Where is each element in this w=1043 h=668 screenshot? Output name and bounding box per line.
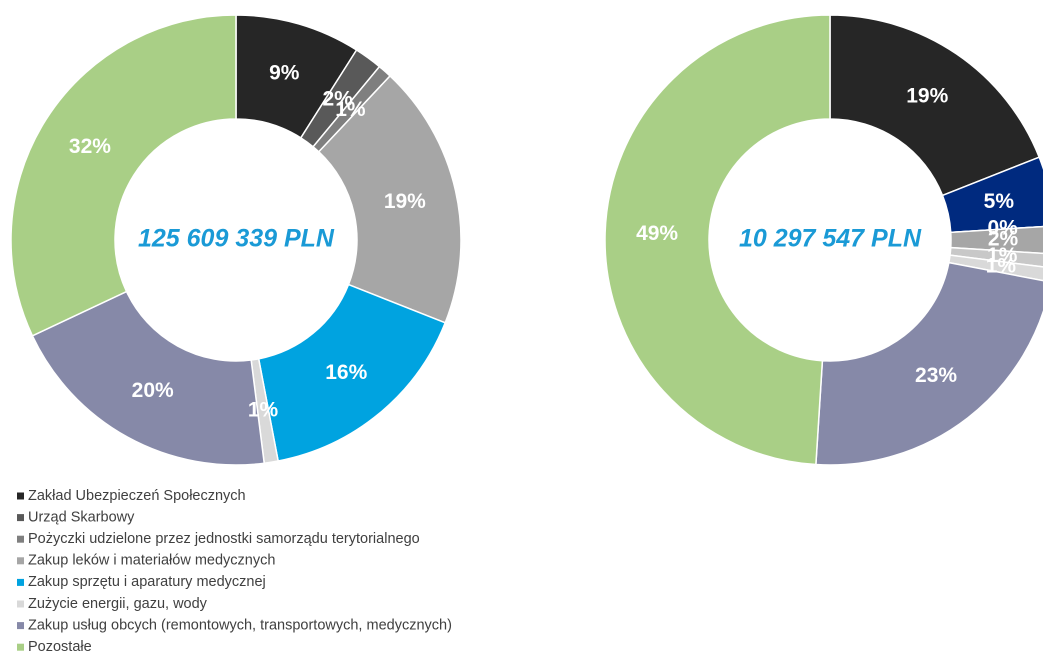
data-label: 1% (986, 255, 1017, 278)
legend-label: Pożyczki udzielone przez jednostki samor… (28, 531, 420, 547)
data-label: 49% (636, 222, 678, 245)
donut-slice (815, 261, 1043, 466)
legend-swatch (17, 622, 24, 630)
donut-slice (604, 14, 831, 466)
legend-swatch (17, 492, 24, 500)
legend-label: Zakup leków i materiałów medycznych (28, 553, 275, 569)
data-label: 19% (384, 190, 426, 213)
legend-swatch (17, 643, 24, 651)
data-label: 20% (132, 379, 174, 402)
data-label: 1% (335, 98, 366, 121)
donut-slice (829, 14, 1041, 197)
data-label: 2% (323, 88, 354, 111)
legend-label: Pozostałe (28, 639, 92, 655)
donut-slice (257, 283, 447, 462)
legend-label: Zakład Ubezpieczeń Społecznych (28, 488, 246, 504)
data-label: 16% (325, 361, 367, 384)
legend-swatch (17, 514, 24, 522)
data-label: 23% (915, 364, 957, 387)
legend-label: Zakup usług obcych (remontowych, transpo… (28, 617, 452, 633)
legend-swatch (17, 578, 24, 586)
legend-label: Zakup sprzętu i aparatury medycznej (28, 574, 266, 590)
center-label: 10 297 547 PLN (739, 225, 922, 253)
donut-slice (10, 14, 237, 337)
legend-swatch (17, 600, 24, 608)
data-label: 5% (984, 190, 1015, 213)
data-label: 9% (269, 61, 300, 84)
data-label: 2% (988, 228, 1019, 251)
donut-slice (317, 74, 462, 324)
legend-label: Zużycie energii, gazu, wody (28, 596, 208, 612)
donut-slice (31, 290, 266, 466)
data-label: 1% (248, 398, 279, 421)
center-label: 125 609 339 PLN (138, 225, 335, 253)
data-label: 19% (906, 84, 948, 107)
data-label: 32% (69, 135, 111, 158)
legend-swatch (17, 557, 24, 565)
data-label: 0% (987, 217, 1018, 240)
legend-label: Urząd Skarbowy (28, 509, 135, 525)
legend-swatch (17, 535, 24, 543)
data-label: 1% (987, 244, 1018, 267)
